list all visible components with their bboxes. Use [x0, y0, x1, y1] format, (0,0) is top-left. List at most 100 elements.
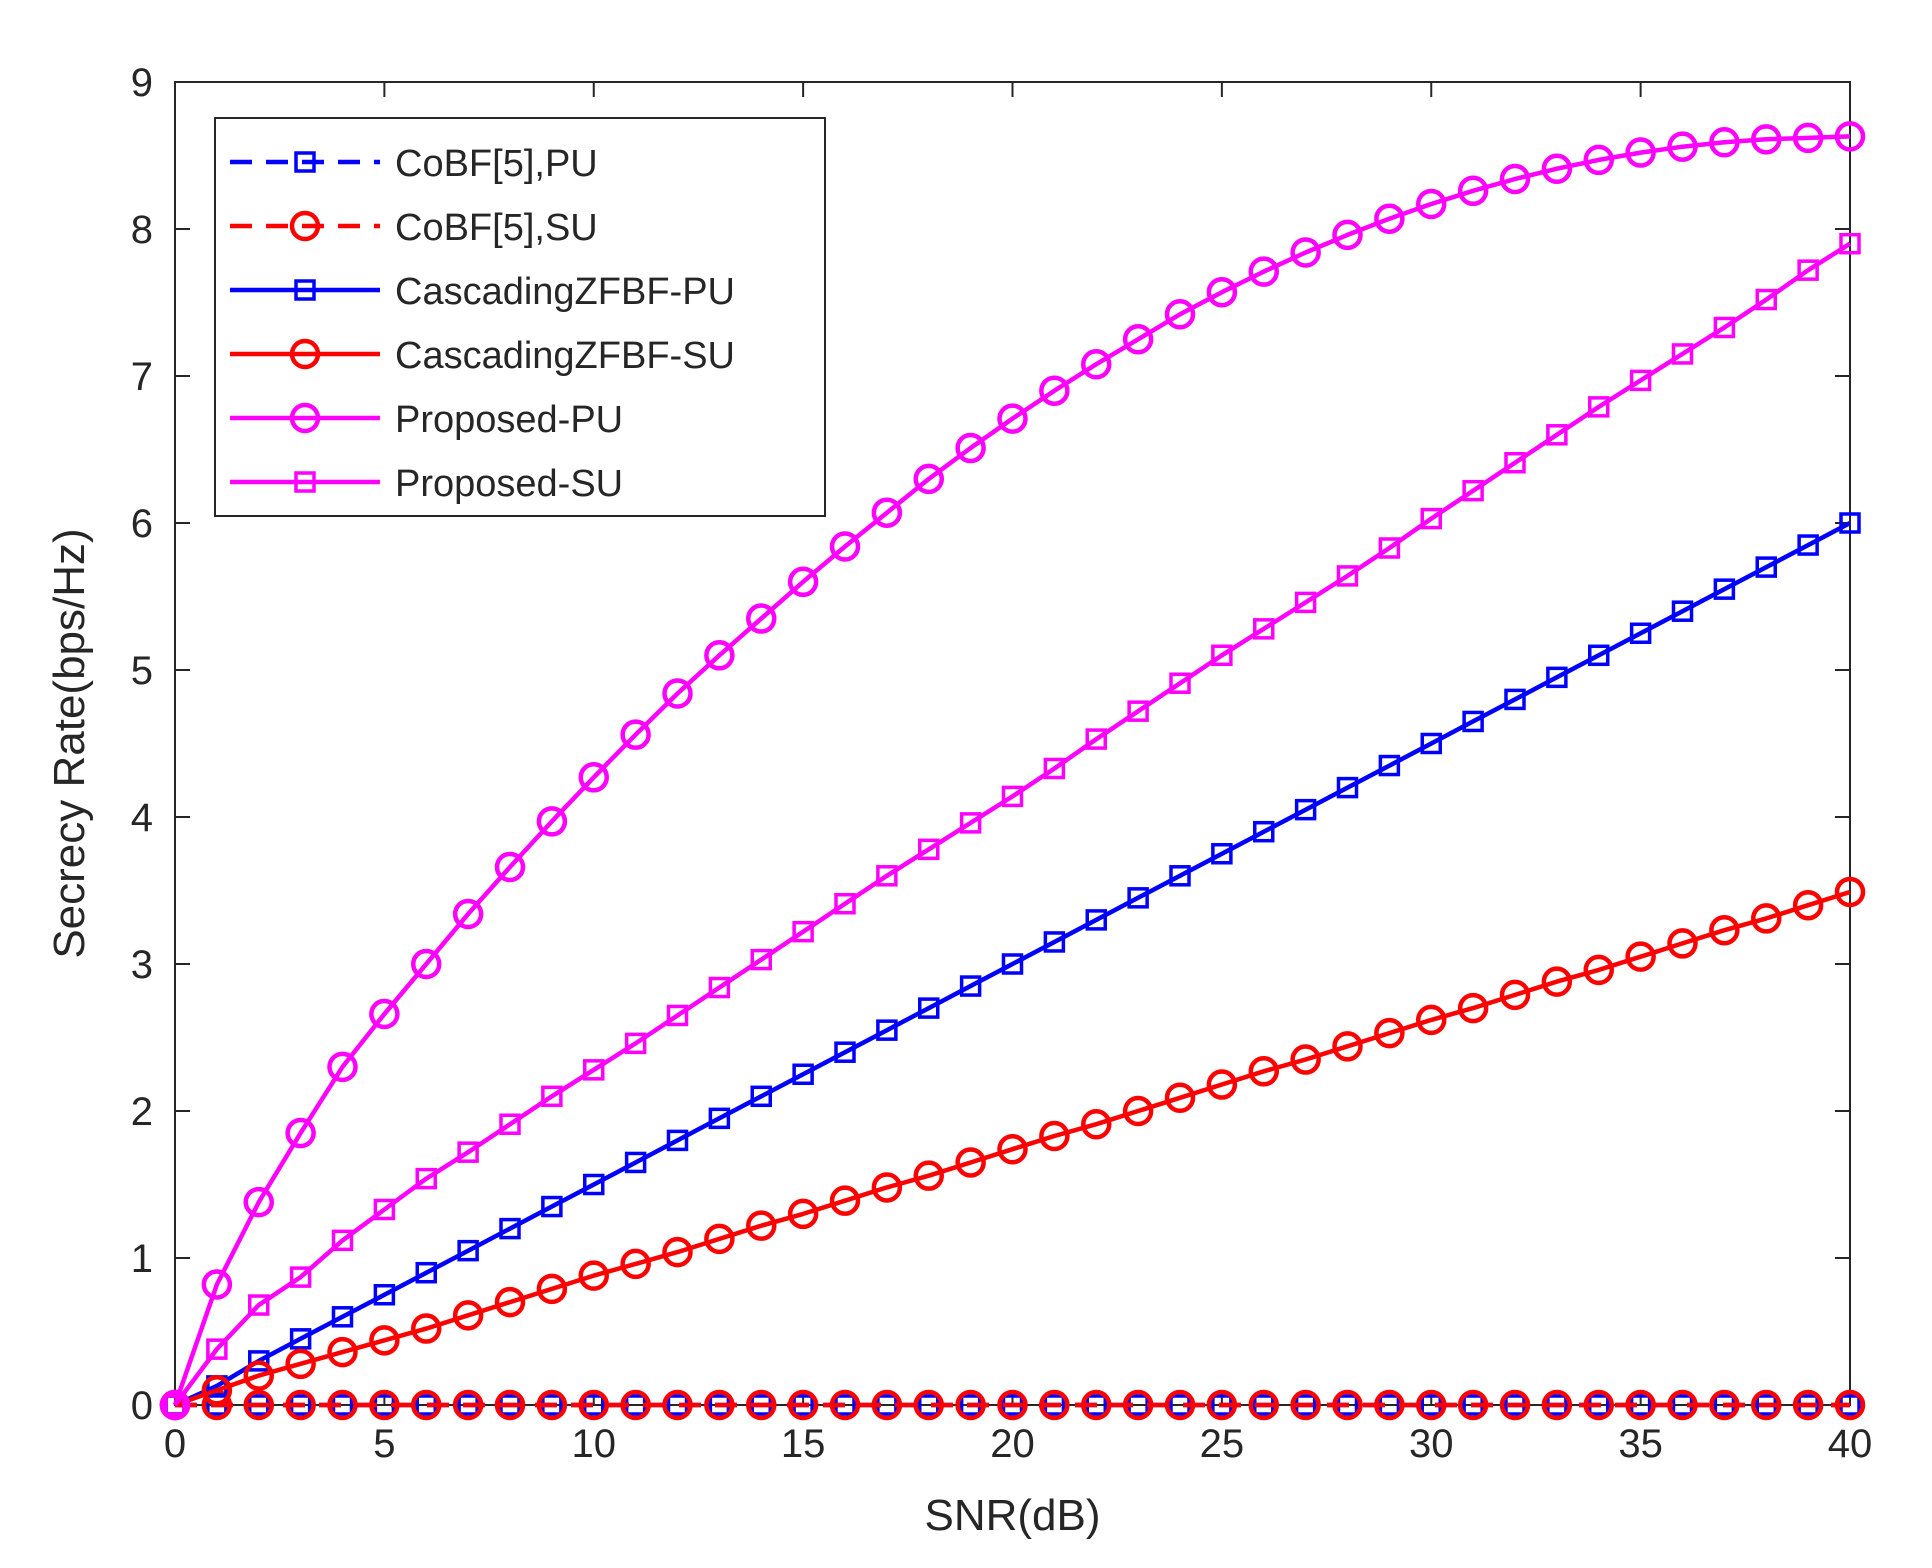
data-point	[583, 1059, 605, 1081]
data-point	[1085, 728, 1107, 750]
data-point	[871, 497, 903, 528]
legend-item: CascadingZFBF-PU	[230, 271, 735, 313]
data-point	[494, 1389, 526, 1421]
data-point	[373, 1284, 396, 1306]
data-point	[1797, 534, 1819, 556]
series-line	[173, 241, 1852, 1407]
data-point	[1290, 1044, 1321, 1075]
data-point	[1081, 1389, 1112, 1421]
data-point	[1122, 324, 1154, 355]
data-point	[708, 1107, 731, 1130]
legend-label: CoBF[5],PU	[395, 143, 598, 185]
data-point	[871, 1172, 903, 1203]
data-point	[1164, 1389, 1196, 1421]
data-point	[1081, 1108, 1112, 1140]
data-point	[457, 1239, 479, 1262]
data-point	[1378, 754, 1401, 777]
data-point	[452, 1389, 484, 1421]
data-point	[959, 975, 982, 997]
data-point	[708, 976, 731, 999]
axis-ticks: 0 5 10 15 20 25 30 35 40 0 1 2 3 4 5 6 7 8 9	[131, 61, 1873, 1466]
data-point	[1039, 375, 1070, 406]
x-tick-label: 5	[373, 1422, 395, 1466]
data-point	[1169, 672, 1191, 694]
data-point	[536, 806, 568, 837]
data-point	[369, 1389, 400, 1421]
legend-label: Proposed-SU	[395, 463, 623, 505]
data-point	[411, 1389, 442, 1421]
data-point	[1499, 979, 1531, 1011]
data-point	[1457, 175, 1489, 207]
legend-marker	[294, 151, 316, 173]
data-point	[620, 1248, 651, 1280]
data-point	[1127, 700, 1149, 722]
data-point	[704, 1389, 735, 1421]
data-point	[159, 1389, 191, 1421]
data-point	[248, 1350, 270, 1372]
legend-box	[214, 117, 826, 517]
data-point	[624, 1151, 647, 1174]
data-point	[1834, 121, 1866, 152]
data-point	[959, 812, 982, 834]
data-point	[285, 1348, 316, 1380]
data-point	[1625, 941, 1656, 972]
series-Proposed-PU	[159, 121, 1866, 1421]
data-point	[1122, 1389, 1154, 1421]
data-point	[1625, 1389, 1656, 1421]
data-point	[1211, 644, 1233, 667]
data-point	[327, 1051, 358, 1083]
data-point	[871, 1389, 903, 1421]
data-point	[1420, 507, 1442, 530]
data-point	[1709, 1389, 1740, 1421]
data-point	[1336, 776, 1359, 799]
data-point	[1253, 618, 1275, 640]
data-point	[1541, 1389, 1573, 1421]
data-point	[452, 898, 484, 930]
data-point	[499, 1217, 521, 1240]
data-point	[787, 1198, 819, 1230]
x-tick-label: 30	[1409, 1422, 1454, 1466]
data-point	[1253, 820, 1275, 843]
legend-label: CascadingZFBF-PU	[395, 271, 735, 313]
y-tick-label: 8	[131, 208, 153, 252]
x-axis-label: SNR(dB)	[924, 1491, 1100, 1540]
data-point	[1629, 622, 1652, 644]
series-line	[174, 521, 1852, 1408]
data-point	[620, 719, 651, 750]
y-tick-label: 4	[131, 796, 153, 840]
data-point	[415, 1167, 437, 1190]
data-point	[704, 1223, 735, 1255]
data-point	[243, 1360, 274, 1391]
data-point	[1839, 232, 1861, 255]
x-tick-label: 20	[990, 1422, 1035, 1466]
legend-marker	[294, 279, 316, 301]
data-point	[373, 1198, 396, 1221]
data-point	[1081, 348, 1112, 380]
y-tick-label: 2	[131, 1090, 153, 1134]
data-point	[243, 1389, 274, 1421]
data-point	[1001, 953, 1024, 975]
y-tick-label: 1	[131, 1237, 153, 1281]
data-point	[829, 531, 861, 562]
data-point	[1039, 1389, 1070, 1421]
y-tick-label: 6	[131, 502, 153, 546]
data-point	[1416, 1389, 1447, 1421]
data-point	[997, 403, 1028, 434]
legend-label: Proposed-PU	[395, 399, 623, 441]
x-tick-label: 0	[164, 1422, 186, 1466]
data-point	[792, 1063, 814, 1085]
data-point	[1625, 137, 1656, 168]
data-point	[792, 920, 814, 943]
data-point	[918, 838, 940, 861]
legend: CoBF[5],PU CoBF[5],SU CascadingZFBF-PU Casc…	[214, 117, 826, 517]
data-point	[834, 892, 856, 915]
legend-item: CascadingZFBF-SU	[230, 335, 735, 377]
y-tick-label: 7	[131, 355, 153, 399]
x-tick-label: 15	[781, 1422, 826, 1466]
data-point	[1667, 131, 1698, 162]
data-point	[1541, 153, 1573, 184]
data-point	[1169, 865, 1191, 887]
data-point	[1290, 1389, 1321, 1421]
data-point	[243, 1186, 274, 1218]
data-point	[1085, 909, 1107, 931]
